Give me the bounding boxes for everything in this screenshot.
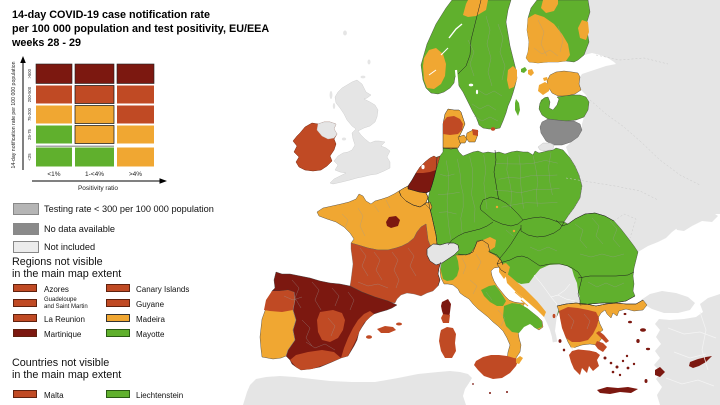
svg-text:<1%: <1% bbox=[47, 171, 60, 178]
svg-text:Positivity ratio: Positivity ratio bbox=[78, 185, 118, 192]
svg-text:200-500: 200-500 bbox=[27, 86, 32, 102]
svg-text:>4%: >4% bbox=[129, 171, 142, 178]
svg-text:75-200: 75-200 bbox=[27, 107, 32, 121]
svg-text:>500: >500 bbox=[27, 68, 32, 78]
svg-text:25-75: 25-75 bbox=[27, 128, 32, 139]
svg-text:1-<4%: 1-<4% bbox=[85, 171, 104, 178]
svg-text:<25: <25 bbox=[27, 153, 32, 161]
svg-text:14-day notification rate per 1: 14-day notification rate per 100 000 pop… bbox=[11, 61, 17, 168]
